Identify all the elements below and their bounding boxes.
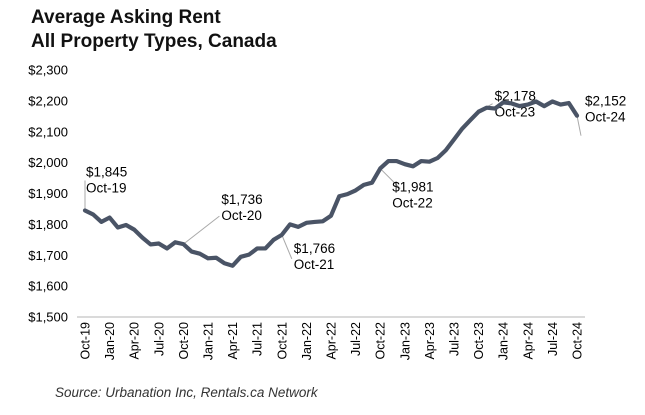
y-tick-label: $2,000 <box>28 155 68 170</box>
x-tick-label: Oct-19 <box>79 322 93 360</box>
x-tick-label: Jul-22 <box>349 322 363 356</box>
annotation-value: $1,766 <box>294 241 335 256</box>
x-tick-label: Apr-21 <box>226 322 240 360</box>
annotation-value: $1,981 <box>392 179 433 194</box>
x-tick-label: Jan-22 <box>300 322 314 360</box>
x-tick-label: Jul-24 <box>546 322 560 356</box>
y-axis: $1,500 $1,600 $1,700 $1,800 $1,900 $2,000 $2,1… <box>28 63 68 325</box>
series-line <box>82 99 580 268</box>
annotation-value: $2,152 <box>585 94 626 109</box>
x-tick-label: Jan-24 <box>497 322 511 360</box>
annotation-date: Oct-19 <box>86 180 127 195</box>
chart-title: Average Asking Rent All Property Types, … <box>31 6 277 54</box>
series-layer <box>82 99 580 268</box>
annotation-date: Oct-24 <box>585 110 626 125</box>
x-tick-label: Jan-21 <box>202 322 216 360</box>
x-tick-label: Oct-21 <box>275 322 289 360</box>
x-tick-label: Jul-20 <box>152 322 166 356</box>
x-tick-label: Jul-21 <box>251 322 265 356</box>
y-tick-label: $1,500 <box>28 310 68 325</box>
annotation-date: Oct-22 <box>392 195 433 210</box>
annotation-date: Oct-20 <box>221 208 262 223</box>
x-tick-label: Oct-22 <box>374 322 388 360</box>
annotation-leader <box>183 215 220 245</box>
annotation-value: $1,845 <box>86 164 127 179</box>
y-tick-label: $2,300 <box>28 63 68 78</box>
annotation-value: $2,178 <box>495 89 536 104</box>
x-axis: Oct-19 Jan-20 Apr-20 Jul-20 Oct-20 Jan-21 Apr-… <box>77 316 585 360</box>
x-tick-label: Jan-23 <box>398 322 412 360</box>
y-tick-label: $2,200 <box>28 93 68 108</box>
chart-title-line-1: Average Asking Rent <box>31 7 221 28</box>
source-note: Source: Urbanation Inc, Rentals.ca Netwo… <box>55 385 318 400</box>
annotation-leader <box>576 115 582 136</box>
y-tick-label: $2,100 <box>28 124 68 139</box>
x-tick-label: Apr-24 <box>521 322 535 360</box>
annotation-date: Oct-23 <box>495 105 536 120</box>
y-tick-label: $1,600 <box>28 279 68 294</box>
x-tick-label: Apr-22 <box>325 322 339 360</box>
x-tick-label: Apr-23 <box>423 322 437 360</box>
x-tick-label: Jan-20 <box>103 322 117 360</box>
x-tick-label: Oct-20 <box>177 322 191 360</box>
annotation-date: Oct-21 <box>294 257 335 272</box>
annotation-leader <box>281 234 293 260</box>
x-tick-label: Apr-20 <box>128 322 142 360</box>
y-tick-label: $1,900 <box>28 186 68 201</box>
y-tick-label: $1,800 <box>28 217 68 232</box>
annotation-leader <box>379 168 401 189</box>
x-tick-label: Oct-23 <box>472 322 486 360</box>
annotation-value: $1,736 <box>221 192 262 207</box>
chart-title-line-2: All Property Types, Canada <box>31 31 277 52</box>
x-tick-label: Jul-23 <box>448 322 462 356</box>
y-tick-label: $1,700 <box>28 248 68 263</box>
x-tick-label: Oct-24 <box>571 322 585 360</box>
